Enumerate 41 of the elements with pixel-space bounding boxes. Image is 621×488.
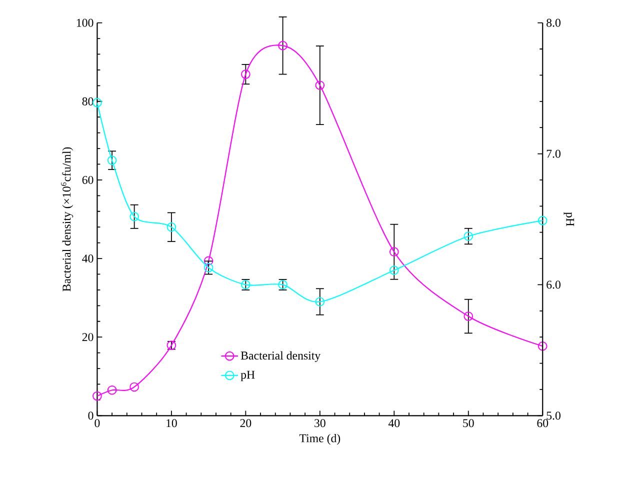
point	[130, 382, 139, 392]
y2-tick-label: 8.0	[546, 18, 560, 27]
point	[464, 312, 474, 321]
y-tick-label: 20	[82, 333, 94, 342]
point	[389, 247, 399, 256]
point	[464, 232, 474, 241]
y-tick-label: 40	[82, 254, 94, 262]
x-tick-label: 20	[240, 419, 252, 428]
point	[107, 156, 117, 165]
x-tick-label: 30	[314, 419, 326, 428]
y-tick-label: 0	[88, 412, 94, 420]
point	[92, 98, 102, 108]
point	[538, 341, 548, 351]
point	[92, 391, 102, 401]
x-tick-label: 60	[537, 419, 548, 428]
point	[107, 385, 117, 395]
point	[166, 222, 176, 232]
point	[389, 266, 399, 275]
y2-tick-label: 6.0	[546, 280, 560, 289]
legend-label: Bacterial density	[240, 351, 321, 362]
y2-tick-label: 7.0	[546, 150, 560, 158]
point	[315, 297, 325, 306]
x-tick-label: 40	[388, 419, 400, 428]
point	[204, 262, 214, 272]
point	[538, 216, 548, 226]
point	[130, 212, 139, 222]
x-tick-label: 10	[166, 419, 177, 428]
point	[204, 256, 214, 266]
y-axis-title: Bacterial density (×10$^{6}$cfu/ml)	[61, 147, 74, 292]
x-tick-label: 0	[94, 419, 100, 428]
y2-axis-title: pH	[564, 212, 574, 226]
point	[315, 80, 325, 90]
x-axis-title: Time (d)	[299, 434, 340, 445]
point	[278, 40, 288, 50]
y-tick-label: 80	[82, 97, 94, 106]
legend-label: pH	[240, 370, 255, 382]
point	[241, 70, 250, 79]
y-tick-label: 60	[82, 176, 94, 184]
y-tick-label: 100	[76, 18, 94, 27]
y2-tick-label: 5.0	[546, 412, 560, 420]
x-tick-label: 50	[463, 419, 474, 428]
